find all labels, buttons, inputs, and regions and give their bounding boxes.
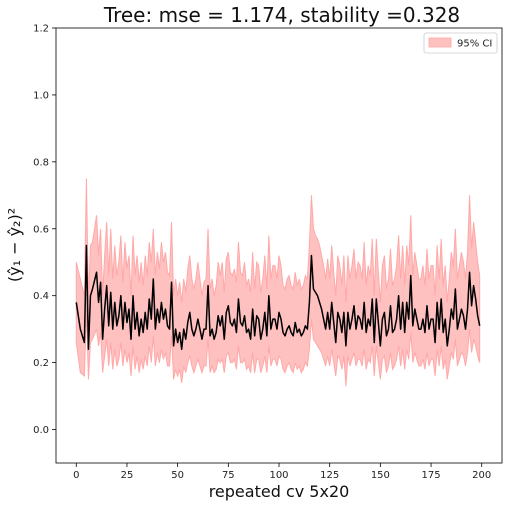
x-tick-label: 50 [171,470,184,481]
x-tick-label: 175 [421,470,440,481]
plot-area [55,27,503,464]
x-tick-label: 200 [472,470,491,481]
y-tick-label: 0.6 [33,224,49,235]
y-tick-label: 0.8 [33,157,49,168]
legend-swatch-ci [428,37,452,48]
x-axis: 0 25 50 75 100 125 150 175 200 [73,463,491,481]
plot-background [56,28,502,463]
y-axis: 0.0 0.2 0.4 0.6 0.8 1.0 1.2 [33,24,56,436]
y-tick-label: 0.2 [33,358,49,369]
y-tick-label: 1.0 [33,90,49,101]
legend-label-ci: 95% CI [457,39,492,50]
x-axis-label: repeated cv 5x20 [209,482,350,501]
x-tick-label: 0 [73,470,79,481]
y-tick-label: 0.0 [33,425,49,436]
x-tick-label: 150 [371,470,390,481]
x-tick-label: 125 [320,470,339,481]
chart-title: Tree: mse = 1.174, stability =0.328 [103,3,460,27]
x-tick-label: 25 [121,470,134,481]
y-tick-label: 1.2 [33,24,49,35]
legend: 95% CI [423,32,498,54]
y-tick-label: 0.4 [33,291,49,302]
x-tick-label: 75 [222,470,235,481]
mean-line [75,244,481,350]
x-tick-label: 100 [269,470,288,481]
y-axis-label: (ŷ₁ − ŷ₂)² [5,208,24,282]
